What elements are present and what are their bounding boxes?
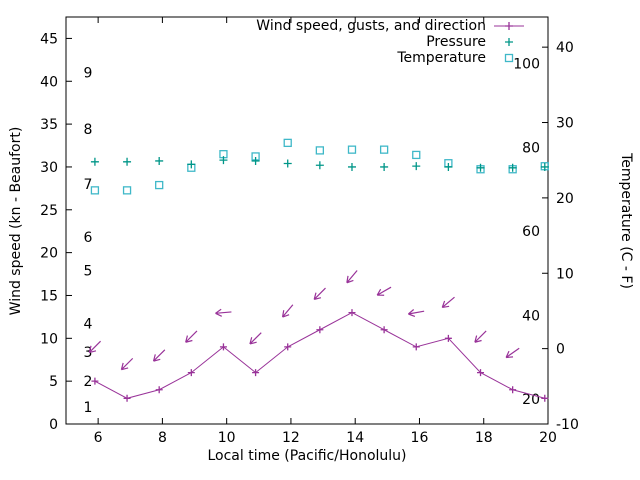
svg-text:45: 45 — [40, 31, 58, 47]
svg-text:7: 7 — [84, 177, 93, 193]
svg-text:6: 6 — [94, 430, 103, 446]
svg-text:20: 20 — [556, 191, 574, 207]
svg-text:40: 40 — [40, 74, 58, 90]
svg-text:0: 0 — [49, 417, 58, 433]
x-axis-title: Local time (Pacific/Honolulu) — [207, 448, 407, 464]
svg-text:9: 9 — [84, 66, 93, 82]
x-axis-ticks: 6 8 10 12 14 16 18 20 — [94, 17, 557, 446]
beaufort-scale-labels: 1 2 3 4 5 6 7 8 9 — [84, 66, 93, 416]
svg-text:-10: -10 — [556, 417, 579, 433]
svg-text:30: 30 — [556, 116, 574, 132]
svg-text:1: 1 — [84, 400, 93, 416]
plot-border — [65, 16, 549, 425]
svg-text:8: 8 — [84, 122, 93, 138]
svg-text:15: 15 — [40, 288, 58, 304]
svg-text:10: 10 — [218, 430, 236, 446]
legend-item-wind: Wind speed, gusts, and direction — [256, 18, 526, 34]
legend: Wind speed, gusts, and direction Pressur… — [256, 18, 526, 66]
svg-text:40: 40 — [556, 40, 574, 56]
svg-text:2: 2 — [84, 374, 93, 390]
svg-text:10: 10 — [40, 331, 58, 347]
svg-text:80: 80 — [522, 140, 540, 156]
legend-item-temperature: Temperature — [256, 50, 526, 66]
svg-text:12: 12 — [282, 430, 300, 446]
left-axis-ticks: 0 5 10 15 20 25 30 35 40 45 — [40, 31, 72, 433]
svg-text:20: 20 — [539, 430, 557, 446]
svg-text:35: 35 — [40, 117, 58, 133]
wind-speed-series — [91, 309, 549, 402]
wind-line-marker-icon — [494, 22, 524, 30]
legend-label-wind: Wind speed, gusts, and direction — [256, 18, 486, 34]
legend-label-temperature: Temperature — [397, 50, 486, 66]
svg-text:10: 10 — [556, 266, 574, 282]
svg-text:60: 60 — [522, 224, 540, 240]
svg-text:25: 25 — [40, 203, 58, 219]
svg-text:100: 100 — [513, 57, 540, 73]
right-axis-ticks: -10 0 10 20 30 40 — [542, 40, 579, 433]
pressure-plus-marker-icon — [505, 38, 513, 46]
svg-text:4: 4 — [84, 317, 93, 333]
svg-text:5: 5 — [49, 374, 58, 390]
svg-text:18: 18 — [475, 430, 493, 446]
legend-item-pressure: Pressure — [256, 34, 526, 50]
svg-text:8: 8 — [158, 430, 167, 446]
pressure-series — [90, 156, 549, 172]
svg-text:3: 3 — [84, 345, 93, 361]
temperature-square-marker-icon — [504, 53, 514, 63]
svg-text:30: 30 — [40, 160, 58, 176]
svg-text:6: 6 — [84, 230, 93, 246]
svg-text:20: 20 — [40, 246, 58, 262]
svg-text:16: 16 — [411, 430, 429, 446]
svg-text:14: 14 — [346, 430, 364, 446]
legend-label-pressure: Pressure — [426, 34, 486, 50]
svg-text:40: 40 — [522, 308, 540, 324]
right-axis-title: Temperature (C - F) — [618, 153, 634, 289]
svg-text:5: 5 — [84, 264, 93, 280]
left-axis-title: Wind speed (kn - Beaufort) — [8, 126, 24, 316]
svg-text:0: 0 — [556, 342, 565, 358]
wind-direction-arrows — [88, 270, 520, 371]
